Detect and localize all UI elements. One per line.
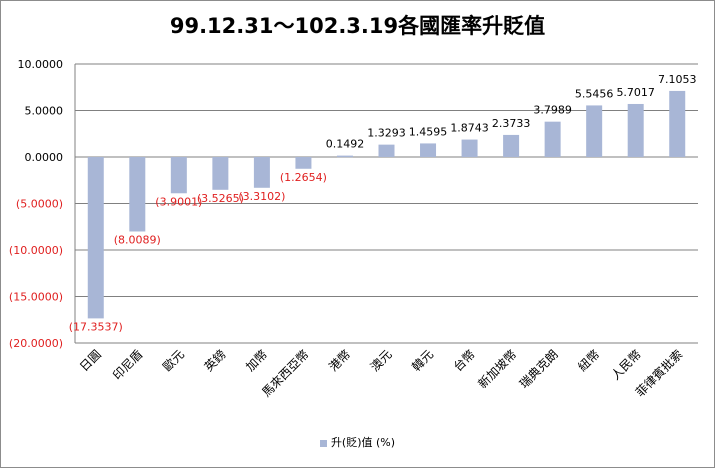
data-label: (17.3537)	[69, 320, 123, 333]
chart-title: 99.12.31～102.3.19各國匯率升貶值	[169, 14, 546, 38]
category-label: 台幣	[450, 347, 478, 375]
bar	[212, 157, 229, 190]
data-label: 0.1492	[326, 138, 365, 151]
data-label: (3.9001)	[155, 195, 202, 208]
legend-swatch	[319, 439, 327, 447]
bar	[669, 90, 686, 157]
category-label: 澳元	[368, 347, 395, 374]
category-label: 人民幣	[608, 347, 643, 382]
data-label: (8.0089)	[114, 233, 161, 246]
category-label: 日圓	[77, 347, 104, 374]
y-tick-label: (10.0000)	[9, 244, 63, 257]
bar	[253, 157, 270, 188]
category-label: 韓元	[409, 347, 436, 374]
legend: 升(貶)值 (%)	[0, 434, 715, 450]
data-label: (3.5265)	[197, 192, 244, 205]
bar	[627, 103, 644, 157]
y-tick-label: (20.0000)	[9, 337, 63, 350]
y-tick-label: 5.0000	[25, 105, 64, 118]
category-label: 印尼盾	[110, 347, 145, 382]
bar	[586, 105, 603, 157]
category-label: 瑞典克朗	[517, 347, 561, 391]
data-label: 1.8743	[450, 122, 489, 135]
y-tick-label: 10.0000	[18, 58, 64, 71]
category-label: 英鎊	[201, 347, 229, 375]
data-label: 3.7989	[533, 104, 572, 117]
data-label: 7.1053	[658, 73, 697, 86]
bar	[461, 139, 478, 157]
category-label: 紐幣	[575, 347, 602, 374]
data-label: (3.3102)	[238, 190, 285, 203]
y-tick-label: (15.0000)	[9, 291, 63, 304]
bar	[129, 157, 146, 232]
category-label: 歐元	[159, 347, 187, 375]
bar	[336, 155, 353, 158]
bar	[420, 143, 437, 157]
legend-label: 升(貶)值 (%)	[330, 436, 396, 449]
data-label: 5.7017	[616, 86, 655, 99]
bar	[170, 157, 187, 194]
data-label: 1.4595	[409, 125, 448, 138]
category-label: 新加坡幣	[475, 347, 520, 392]
bar	[87, 157, 104, 319]
bar	[544, 121, 561, 157]
category-label: 加幣	[243, 347, 270, 374]
category-label: 港幣	[326, 347, 353, 374]
bar	[295, 157, 312, 169]
data-label: 5.5456	[575, 87, 614, 100]
y-tick-label: 0.0000	[25, 151, 64, 164]
bar	[503, 134, 520, 157]
data-label: 2.3733	[492, 117, 531, 130]
bar	[378, 144, 395, 157]
data-label: 1.3293	[367, 127, 406, 140]
y-tick-label: (5.0000)	[16, 198, 63, 211]
data-label: (1.2654)	[280, 171, 327, 184]
